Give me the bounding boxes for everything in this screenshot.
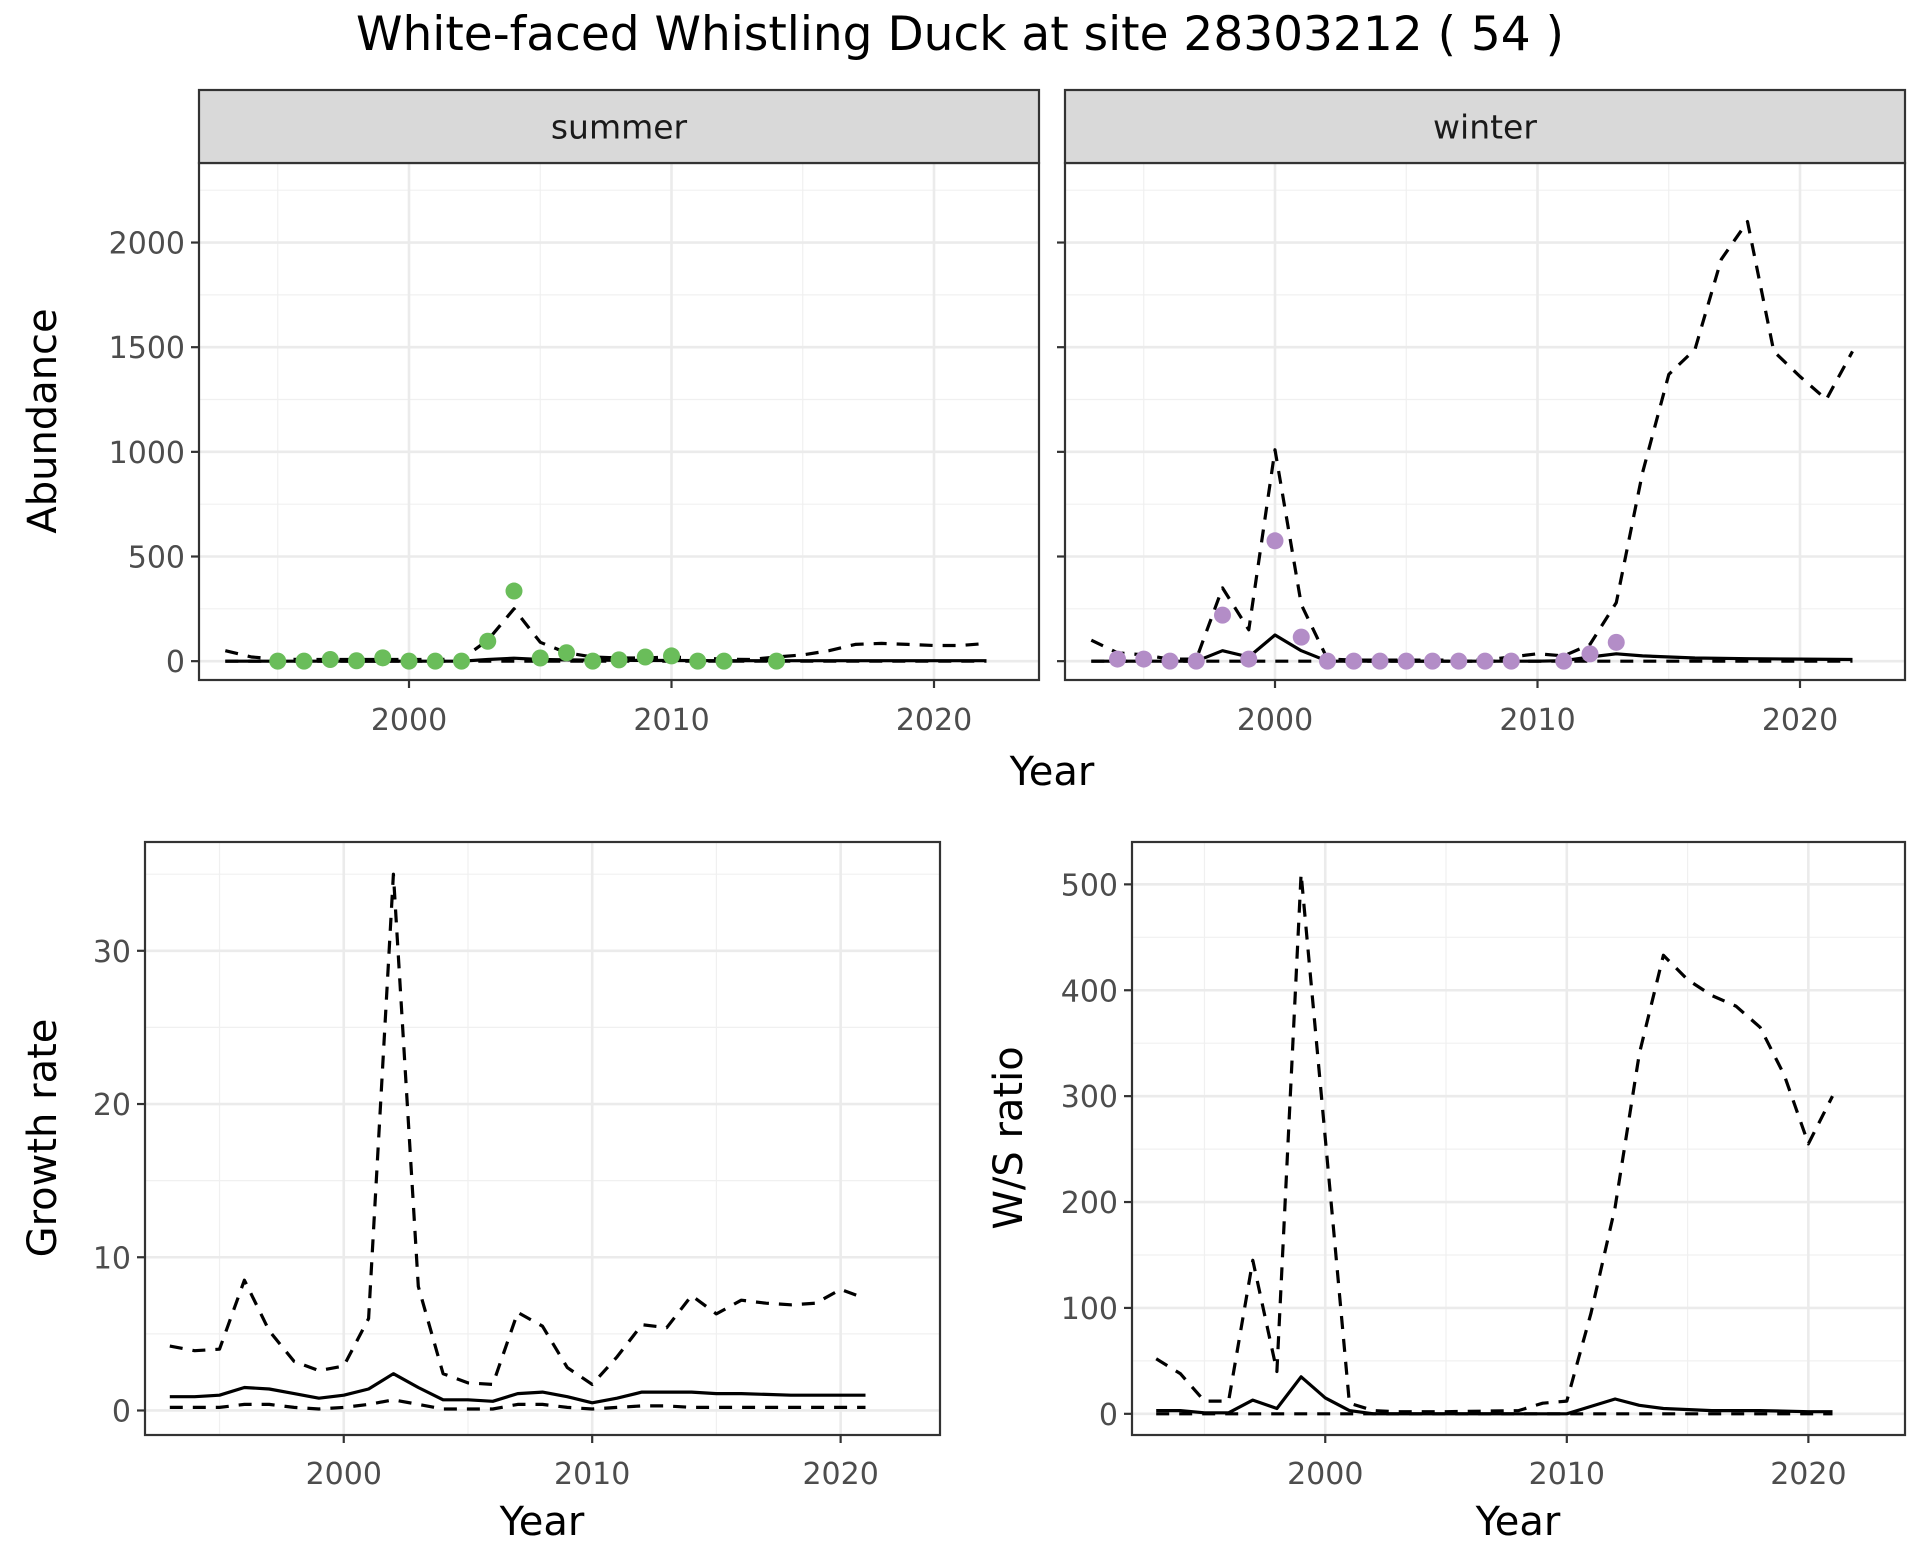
data-point (1476, 652, 1494, 670)
data-point (479, 632, 497, 650)
data-point (374, 649, 392, 667)
panel-winter: winter 2000 2010 2020 (1057, 88, 1907, 738)
x-tick-label: 2000 (1237, 703, 1313, 738)
data-point (1424, 652, 1441, 670)
data-point (663, 647, 680, 665)
data-point (1240, 650, 1258, 668)
y-tick-label: 500 (1061, 868, 1118, 903)
x-tick-label: 2000 (306, 1457, 382, 1492)
y-tick-label: 500 (128, 541, 185, 576)
data-point (1371, 652, 1389, 670)
y-tick-label: 400 (1061, 974, 1118, 1009)
panel-growth: 2000 2010 2020 0 10 20 30 (93, 840, 942, 1492)
data-point (1319, 652, 1336, 670)
strip-background (197, 88, 1041, 165)
data-point (636, 648, 654, 666)
y-tick-label: 100 (1061, 1292, 1118, 1327)
strip-background (1063, 88, 1907, 165)
data-point (1450, 652, 1468, 670)
data-point (1135, 650, 1153, 668)
data-point (1187, 652, 1205, 670)
panel-border (143, 840, 942, 1437)
strip-label: summer (551, 108, 688, 147)
data-point (400, 652, 418, 670)
y-tick-label: 30 (93, 935, 131, 970)
x-tick-label: 2020 (896, 703, 972, 738)
data-point (1581, 645, 1599, 663)
data-point (1345, 652, 1363, 670)
data-point (715, 652, 733, 670)
data-point (610, 651, 628, 669)
data-point (1292, 628, 1310, 646)
x-tick-label: 2020 (802, 1457, 878, 1492)
data-point (768, 652, 785, 670)
data-point (689, 652, 707, 670)
y-tick-label: 0 (166, 645, 185, 680)
y-tick-label: 2000 (109, 227, 185, 262)
panel-ratio: 2000 2010 2020 0 100 200 300 400 500 (1061, 840, 1907, 1492)
y-axis-title-ratio: W/S ratio (986, 1046, 1032, 1229)
panel-border (1130, 840, 1907, 1437)
y-tick-label: 0 (112, 1394, 131, 1429)
data-point (1555, 652, 1573, 670)
data-point (453, 652, 470, 670)
y-tick-label: 10 (93, 1241, 131, 1276)
x-tick-label: 2000 (371, 703, 447, 738)
y-tick-label: 1500 (109, 331, 185, 366)
data-point (1502, 652, 1520, 670)
panel-background (1132, 842, 1905, 1435)
y-axis-title-abundance: Abundance (20, 308, 66, 533)
x-axis-title-growth: Year (499, 1499, 585, 1545)
x-axis-title-top: Year (1009, 749, 1095, 795)
strip-label: winter (1433, 108, 1537, 147)
data-point (295, 652, 313, 670)
data-point (348, 652, 365, 670)
x-tick-label: 2010 (633, 703, 709, 738)
x-tick-label: 2000 (1287, 1457, 1363, 1492)
data-point (1397, 652, 1415, 670)
x-tick-label: 2010 (1499, 703, 1575, 738)
data-point (1214, 606, 1231, 624)
y-tick-label: 20 (93, 1088, 131, 1123)
data-point (531, 649, 549, 667)
data-point (584, 652, 602, 670)
x-tick-label: 2010 (554, 1457, 630, 1492)
y-tick-label: 200 (1061, 1186, 1118, 1221)
data-point (1266, 532, 1284, 550)
data-point (1161, 652, 1179, 670)
panel-background (145, 842, 940, 1435)
series-line-2-dashed (169, 1398, 866, 1411)
data-point (558, 644, 575, 662)
x-axis-title-ratio: Year (1475, 1499, 1561, 1545)
data-point (505, 582, 523, 600)
x-tick-label: 2020 (1770, 1457, 1846, 1492)
data-point (321, 650, 339, 668)
panel-background (199, 163, 1039, 680)
data-point (269, 652, 287, 670)
data-point (426, 652, 444, 670)
data-point (1109, 650, 1126, 668)
data-point (1607, 633, 1625, 651)
chart-title: White-faced Whistling Duck at site 28303… (356, 7, 1564, 62)
panel-summer: summer 2000 2010 2020 0 500 1000 1500 2000 (109, 88, 1041, 738)
x-tick-label: 2010 (1529, 1457, 1605, 1492)
y-axis-title-growth: Growth rate (20, 1019, 66, 1258)
panel-background (1065, 163, 1905, 680)
y-tick-label: 1000 (109, 436, 185, 471)
y-tick-label: 0 (1099, 1398, 1118, 1433)
x-tick-label: 2020 (1762, 703, 1838, 738)
y-tick-label: 300 (1061, 1080, 1118, 1115)
series-line-0-solid (169, 1372, 866, 1405)
